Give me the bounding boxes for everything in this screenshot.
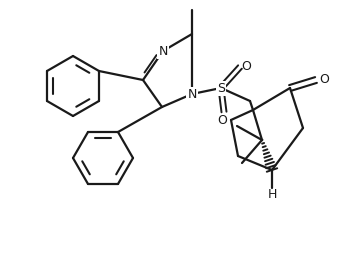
- Text: N: N: [187, 88, 197, 101]
- Text: O: O: [217, 113, 227, 126]
- Text: S: S: [217, 81, 225, 95]
- Text: N: N: [158, 44, 168, 58]
- Text: O: O: [319, 73, 329, 86]
- Text: H: H: [267, 188, 277, 202]
- Text: O: O: [241, 59, 251, 73]
